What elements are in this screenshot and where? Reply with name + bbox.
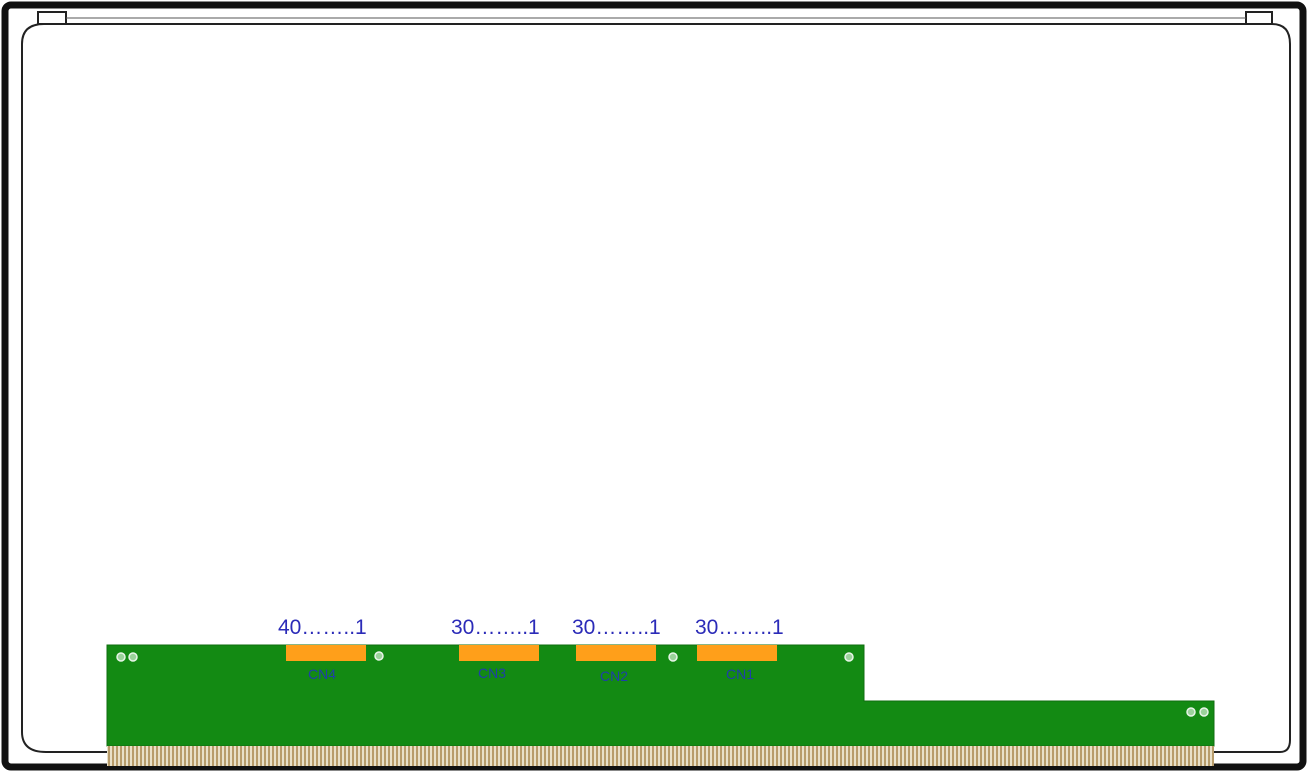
mounting-hole-icon (1186, 707, 1196, 717)
connector-cn4 (286, 645, 366, 661)
connector-cn3 (459, 645, 539, 661)
mounting-hole-icon (116, 652, 126, 662)
mounting-hole-icon (668, 652, 678, 662)
cn2-pin-range: 30……..1 (572, 616, 661, 639)
mounting-hole-icon (1199, 707, 1209, 717)
top-left-tab (37, 11, 67, 25)
gold-finger-strip (107, 746, 1214, 766)
cn2-label: CN2 (600, 668, 628, 684)
cn1-label: CN1 (726, 666, 754, 682)
cn1-pin-range: 30……..1 (695, 616, 784, 639)
cn4-label: CN4 (308, 666, 336, 682)
connector-cn1 (697, 645, 777, 661)
mounting-hole-icon (128, 652, 138, 662)
cn3-pin-range: 30……..1 (451, 616, 540, 639)
panel-inner-bezel (21, 11, 1291, 753)
mounting-hole-icon (374, 651, 384, 661)
cn4-pin-range: 40……..1 (278, 616, 367, 639)
cn3-label: CN3 (478, 665, 506, 681)
mounting-hole-icon (844, 652, 854, 662)
connector-cn2 (576, 645, 656, 661)
top-right-tab (1245, 11, 1273, 25)
